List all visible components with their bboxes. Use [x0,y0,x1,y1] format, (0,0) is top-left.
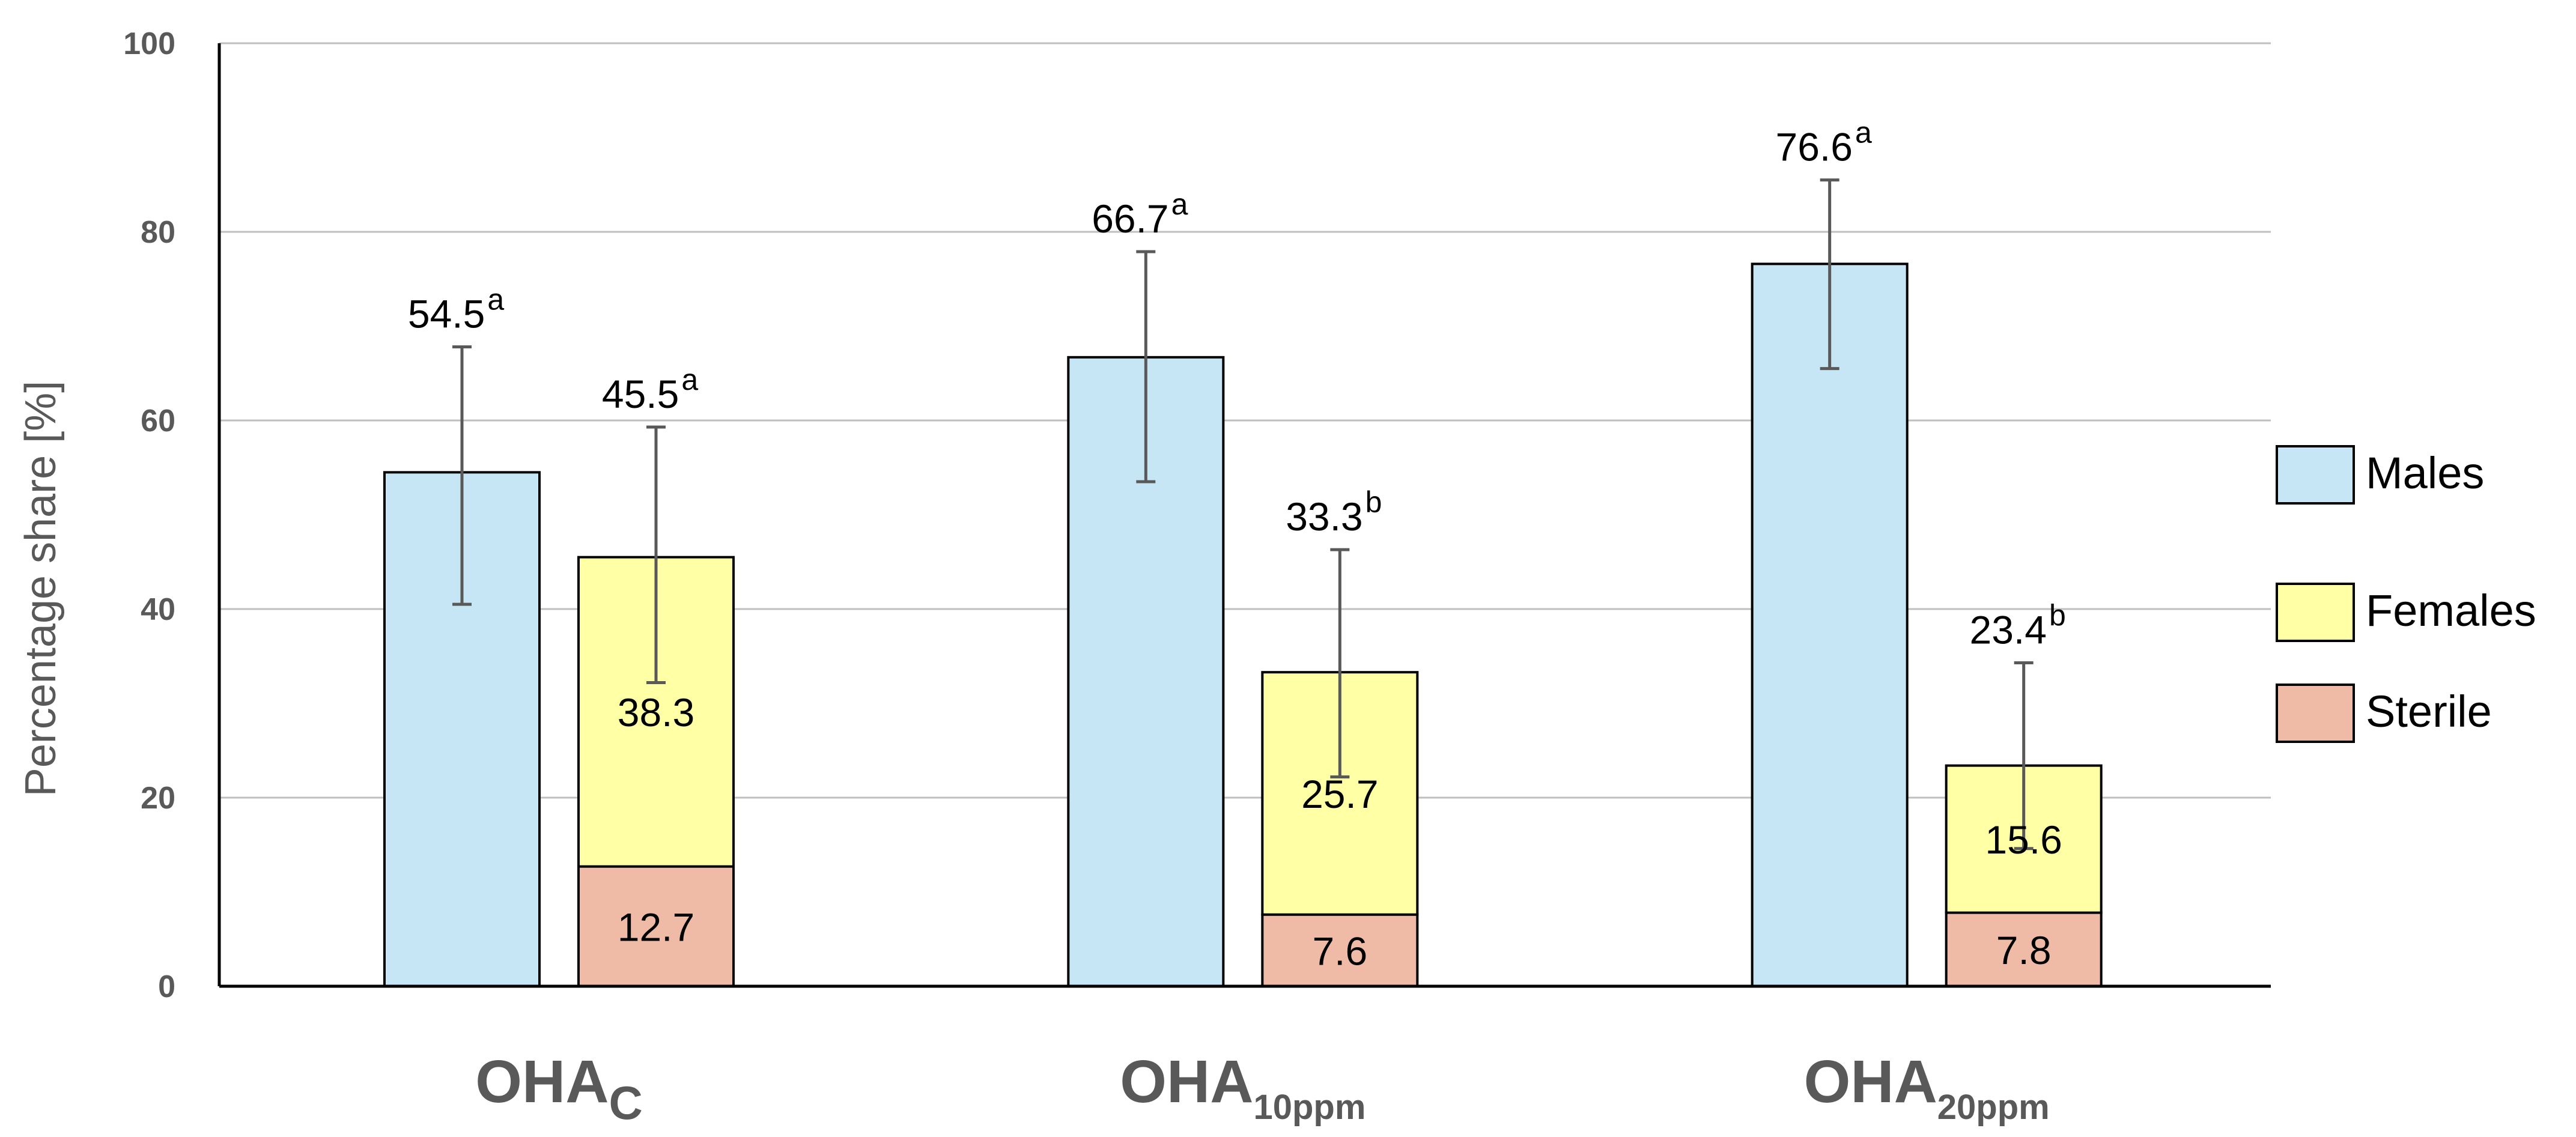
error-bars [452,178,2034,850]
y-tick-label: 0 [158,969,175,1004]
x-tick-label: OHAC [475,1048,643,1129]
data-label-total: 33.3b [1286,485,1382,539]
data-label-females: 15.6 [1985,817,2062,862]
y-tick-label: 20 [141,781,175,816]
legend-item-males: Males [2276,445,2484,505]
x-tick-labels: OHAC OHA10ppm OHA20ppm [475,1048,2050,1129]
y-tick-labels: 0 20 40 60 80 100 [123,26,175,1004]
data-label-females: 38.3 [618,690,694,735]
legend-label: Males [2366,448,2484,498]
data-labels: 54.5a 45.5a 38.3 12.7 66.7a 33.3b 25.7 7.6 76.6a… [408,116,2066,974]
error-bar-females-sterile [1330,548,1350,778]
bar-sterile [1945,911,2103,988]
y-tick-label: 60 [141,404,175,438]
error-bar-males [452,345,472,606]
legend-swatch [2276,583,2355,642]
x-tick-label: OHA20ppm [1804,1048,2050,1127]
error-bar-males [1136,250,1156,484]
x-tick-label: OHA10ppm [1120,1048,1365,1127]
data-label-total: 45.5a [602,363,698,416]
y-tick-label: 40 [141,592,175,627]
y-tick-label: 100 [123,26,175,61]
legend: Males Females Sterile [2276,445,2536,743]
data-label-sterile: 7.8 [1996,928,2052,972]
bars [383,262,2103,988]
legend-item-females: Females [2276,583,2536,642]
legend-label: Sterile [2366,687,2492,736]
legend-label: Females [2366,586,2536,635]
data-label-sterile: 12.7 [618,905,694,949]
legend-swatch [2276,684,2355,743]
error-bar-females-sterile [646,425,666,684]
data-label-sterile: 7.6 [1312,929,1367,973]
y-axis-title: Percentage share [%] [17,381,65,796]
data-label-total: 23.4b [1970,598,2066,652]
data-label-males: 66.7a [1092,187,1188,241]
data-label-males: 76.6a [1776,116,1872,169]
legend-swatch [2276,445,2355,505]
bar-males [1751,262,1909,987]
error-bar-males [1820,178,1839,371]
data-label-males: 54.5a [408,283,504,336]
axes [217,43,2271,988]
gridlines [219,42,2271,799]
legend-item-sterile: Sterile [2276,684,2492,743]
y-tick-label: 80 [141,215,175,250]
data-label-females: 25.7 [1301,772,1378,816]
error-bar-females-sterile [2014,661,2034,850]
